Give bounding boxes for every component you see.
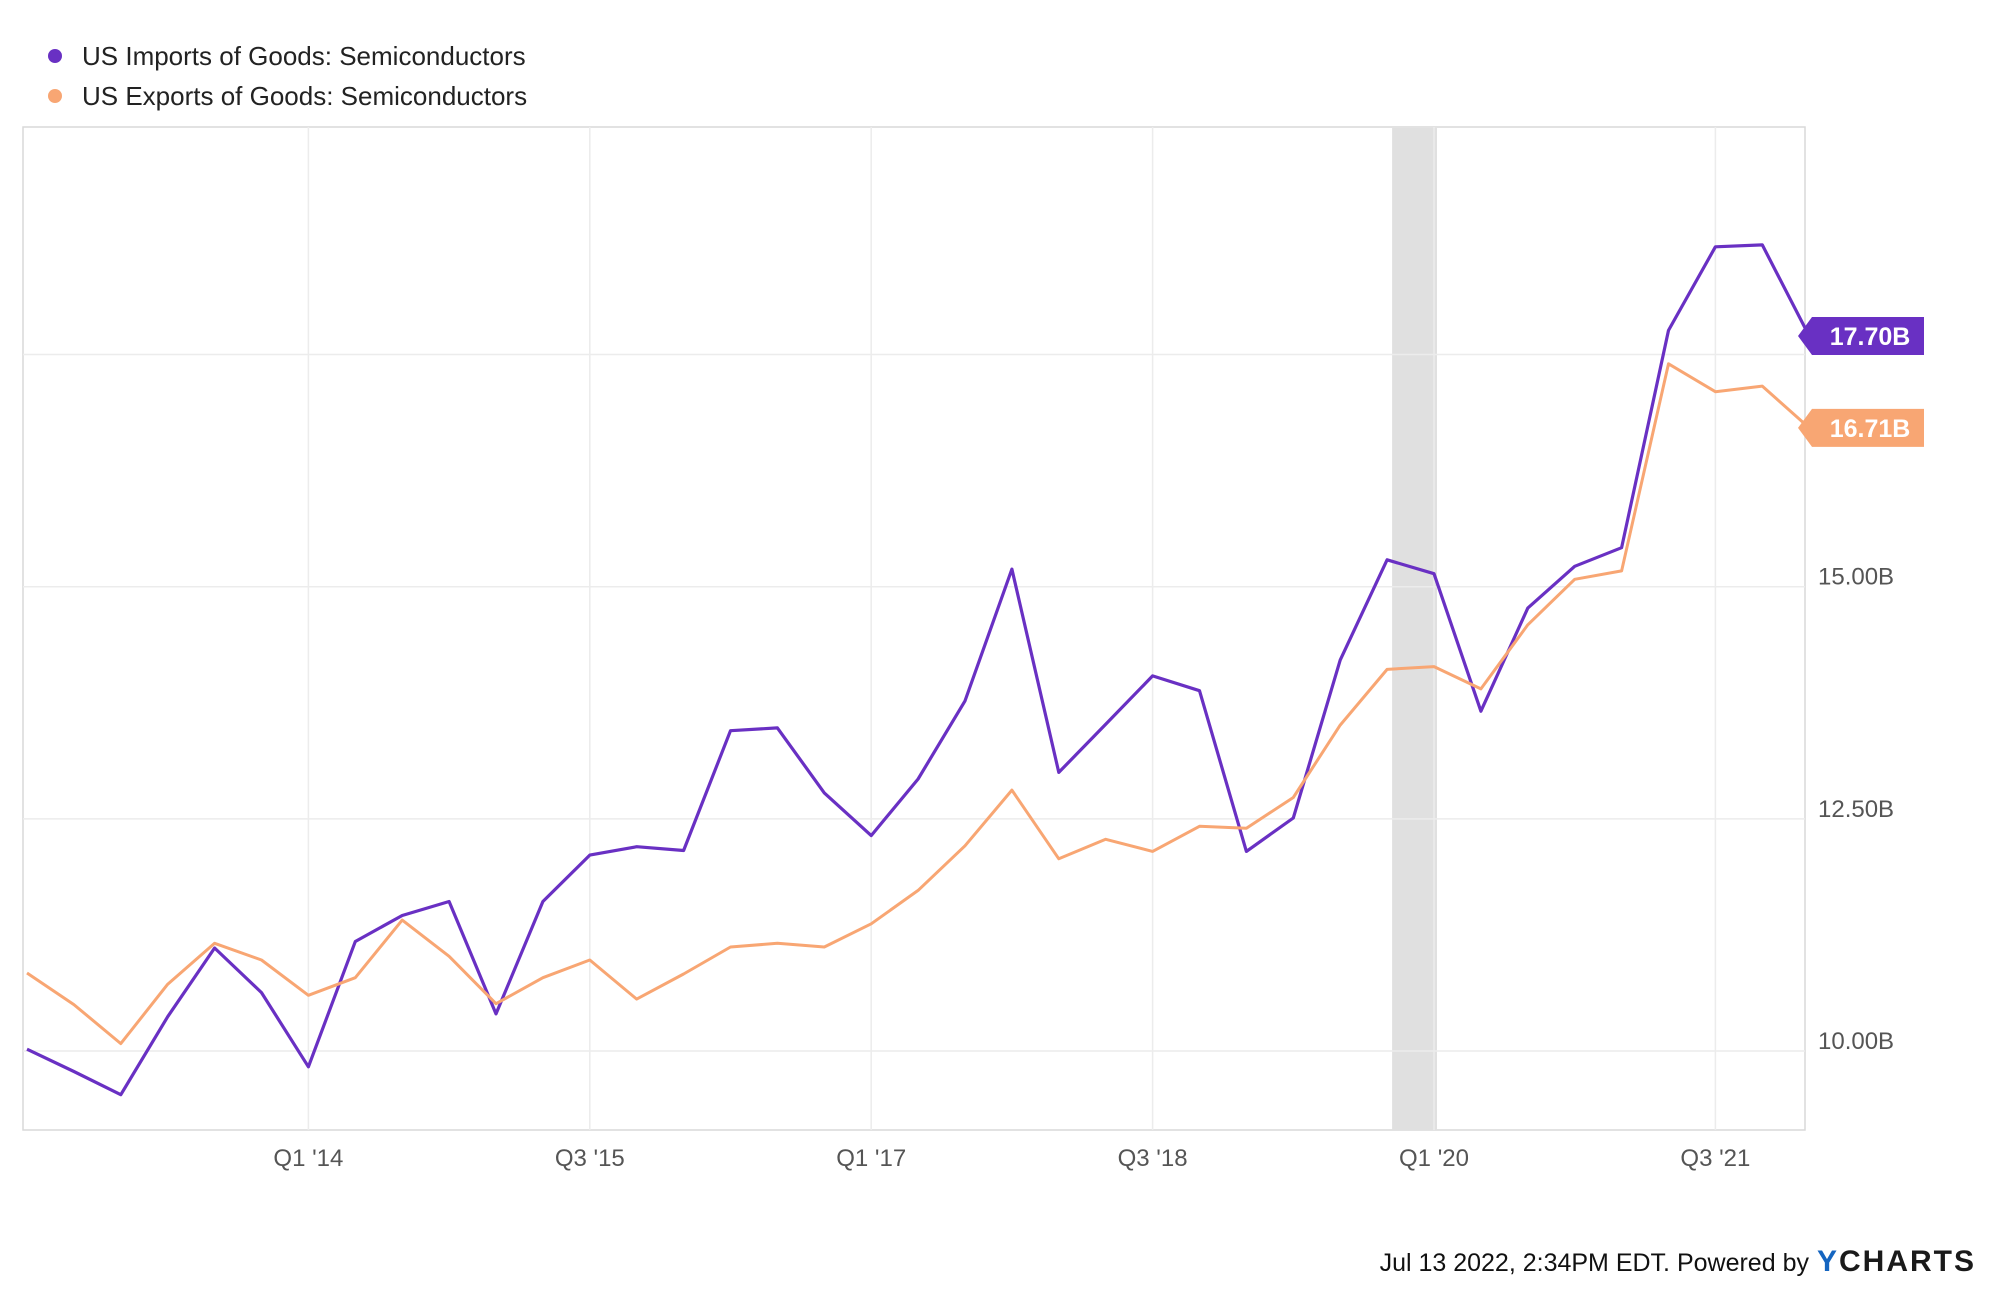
series-lines — [26, 243, 1811, 1097]
legend-item-imports[interactable]: US Imports of Goods: Semiconductors — [48, 36, 527, 76]
x-axis: Q1 '14 Q3 '15 Q1 '17 Q3 '18 Q1 '20 Q3 '21 — [273, 1145, 1750, 1172]
ycharts-logo-rest: CHARTS — [1839, 1245, 1976, 1278]
x-tick-label: Q3 '15 — [555, 1145, 625, 1172]
grid-lines — [23, 127, 1805, 1130]
plot-area — [22, 126, 1806, 1131]
x-tick-label: Q1 '17 — [836, 1145, 906, 1172]
end-tag-shape — [1798, 316, 1924, 355]
legend-item-exports[interactable]: US Exports of Goods: Semiconductors — [48, 76, 527, 116]
recession-shade — [1392, 128, 1437, 1130]
y-tick-label: 15.00B — [1818, 564, 1894, 591]
x-tick-label: Q1 '20 — [1399, 1145, 1469, 1172]
end-tag-value: 17.70B — [1830, 323, 1911, 351]
recession-band — [1392, 128, 1437, 1130]
legend-label: US Imports of Goods: Semiconductors — [82, 40, 526, 71]
ycharts-logo[interactable]: YCHARTS — [1817, 1245, 1976, 1279]
footer-attribution: Jul 13 2022, 2:34PM EDT. Powered by YCHA… — [1380, 1245, 1976, 1279]
legend: US Imports of Goods: Semiconductors US E… — [48, 36, 527, 116]
y-axis: 10.00B 12.50B 15.00B — [1818, 564, 1894, 1055]
imports-end-tag: 17.70B — [1798, 316, 1924, 355]
imports-series-line — [26, 243, 1811, 1097]
end-tag-shape — [1798, 408, 1924, 447]
ycharts-logo-y: Y — [1816, 1245, 1839, 1278]
exports-end-tag: 16.71B — [1798, 408, 1924, 447]
exports-series-line — [26, 362, 1811, 1046]
x-tick-label: Q3 '21 — [1680, 1145, 1750, 1172]
legend-dot-icon — [48, 49, 62, 63]
x-tick-label: Q3 '18 — [1118, 1145, 1188, 1172]
y-tick-label: 10.00B — [1818, 1028, 1894, 1055]
end-tag-value: 16.71B — [1830, 415, 1911, 443]
x-tick-label: Q1 '14 — [273, 1145, 343, 1172]
timestamp-text: Jul 13 2022, 2:34PM EDT. Powered by — [1379, 1249, 1809, 1277]
legend-label: US Exports of Goods: Semiconductors — [82, 80, 528, 111]
end-value-labels: 17.70B 16.71B — [1798, 316, 1924, 447]
y-tick-label: 12.50B — [1818, 796, 1894, 823]
legend-dot-icon — [48, 89, 62, 103]
